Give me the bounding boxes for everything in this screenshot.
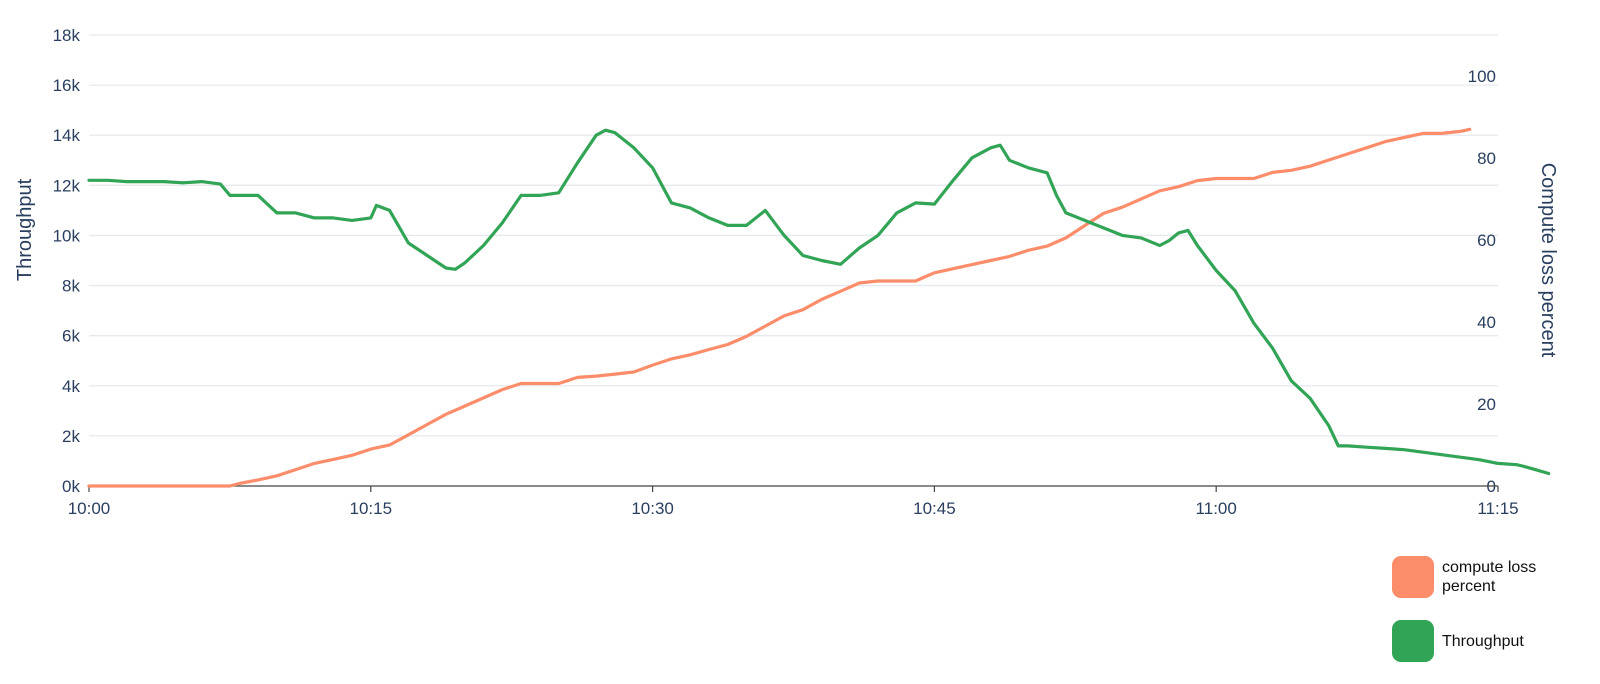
legend-item-compute-loss[interactable]: compute loss percent xyxy=(1392,556,1592,598)
left-tick-label: 2k xyxy=(62,427,80,446)
left-tick-label: 10k xyxy=(53,226,81,245)
legend-label-throughput: Throughput xyxy=(1442,632,1524,650)
legend: compute loss percent Throughput xyxy=(1392,556,1592,684)
x-axis-ticks: 10:00 10:15 10:30 10:45 11:00 11:15 xyxy=(68,486,1519,518)
right-tick-label: 20 xyxy=(1477,395,1496,414)
x-tick-label: 10:45 xyxy=(913,499,956,518)
x-tick-label: 11:00 xyxy=(1196,499,1237,518)
left-axis-title: Throughput xyxy=(14,178,36,281)
legend-item-throughput[interactable]: Throughput xyxy=(1392,620,1592,662)
right-tick-label: 100 xyxy=(1468,67,1496,86)
left-tick-label: 14k xyxy=(53,126,81,145)
right-tick-label: 80 xyxy=(1477,149,1496,168)
left-tick-label: 18k xyxy=(53,26,81,45)
right-axis-title: Compute loss percent xyxy=(1537,163,1559,358)
right-tick-label: 40 xyxy=(1477,313,1496,332)
x-tick-label: 10:00 xyxy=(68,499,111,518)
legend-label-compute-loss: compute loss percent xyxy=(1442,559,1537,595)
left-tick-label: 8k xyxy=(62,277,80,296)
x-tick-label: 10:15 xyxy=(350,499,393,518)
left-tick-label: 6k xyxy=(62,327,80,346)
x-tick-label: 11:15 xyxy=(1477,499,1518,518)
right-tick-label: 60 xyxy=(1477,231,1496,250)
series-lines xyxy=(87,127,1551,488)
left-tick-label: 16k xyxy=(53,76,81,95)
throughput-line xyxy=(87,128,1551,476)
legend-swatch-compute-loss xyxy=(1392,556,1434,598)
gridlines xyxy=(89,34,1498,437)
x-tick-label: 10:30 xyxy=(631,499,674,518)
left-axis-ticks: 0k 2k 4k 6k 8k 10k 12k 14k 16k 18k xyxy=(53,26,81,496)
left-tick-label: 12k xyxy=(53,176,81,195)
compute-loss-line xyxy=(87,127,1472,488)
left-tick-label: 0k xyxy=(62,477,80,496)
legend-swatch-throughput xyxy=(1392,620,1434,662)
left-tick-label: 4k xyxy=(62,377,80,396)
